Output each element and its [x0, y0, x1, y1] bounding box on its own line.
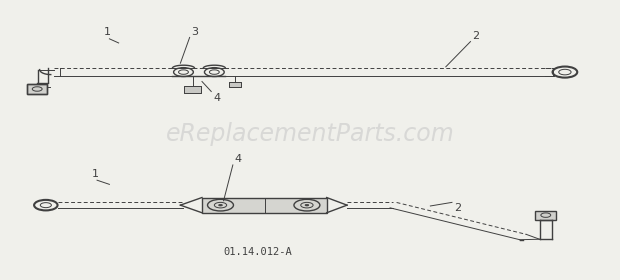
Bar: [229, 82, 241, 87]
Bar: [184, 86, 202, 93]
Text: 01.14.012-A: 01.14.012-A: [223, 247, 292, 257]
Text: eReplacementParts.com: eReplacementParts.com: [166, 122, 454, 146]
Bar: [202, 197, 327, 213]
Text: 4: 4: [213, 93, 220, 103]
Bar: [27, 84, 47, 94]
Bar: [535, 211, 556, 220]
Text: 2: 2: [454, 203, 461, 213]
Text: 1: 1: [104, 27, 111, 38]
Bar: [184, 86, 202, 93]
Text: 3: 3: [192, 27, 198, 37]
Bar: [27, 84, 47, 94]
Text: 4: 4: [234, 154, 241, 164]
Circle shape: [305, 204, 309, 206]
Bar: [229, 82, 241, 87]
Text: 2: 2: [472, 31, 479, 41]
Text: 1: 1: [92, 169, 99, 179]
Circle shape: [219, 204, 223, 206]
